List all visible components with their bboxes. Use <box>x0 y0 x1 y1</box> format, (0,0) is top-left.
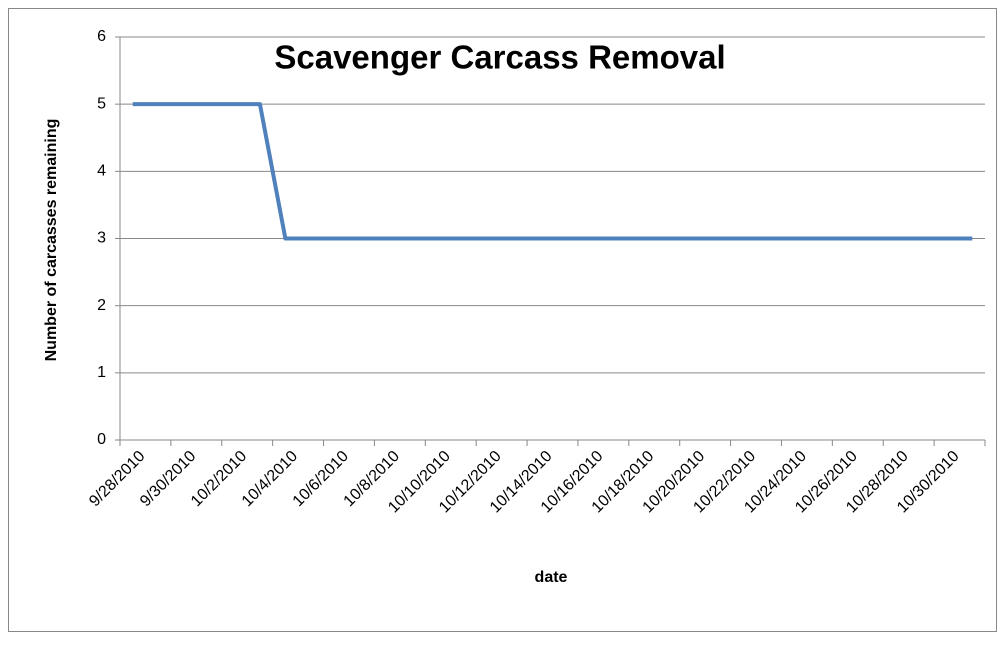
x-axis-label: date <box>535 569 568 586</box>
y-tick-label: 3 <box>97 230 106 247</box>
y-tick-label: 0 <box>97 431 106 448</box>
chart-title: Scavenger Carcass Removal <box>274 39 725 76</box>
y-tick-label: 5 <box>97 95 106 112</box>
chart-border <box>8 8 997 632</box>
y-tick-label: 4 <box>97 163 106 180</box>
line-series <box>132 102 973 241</box>
y-tick-label: 2 <box>97 297 106 314</box>
y-tick-label: 1 <box>97 364 106 381</box>
y-axis-label: Number of carcasses remaining <box>43 119 60 362</box>
y-tick-label: 6 <box>97 28 106 45</box>
